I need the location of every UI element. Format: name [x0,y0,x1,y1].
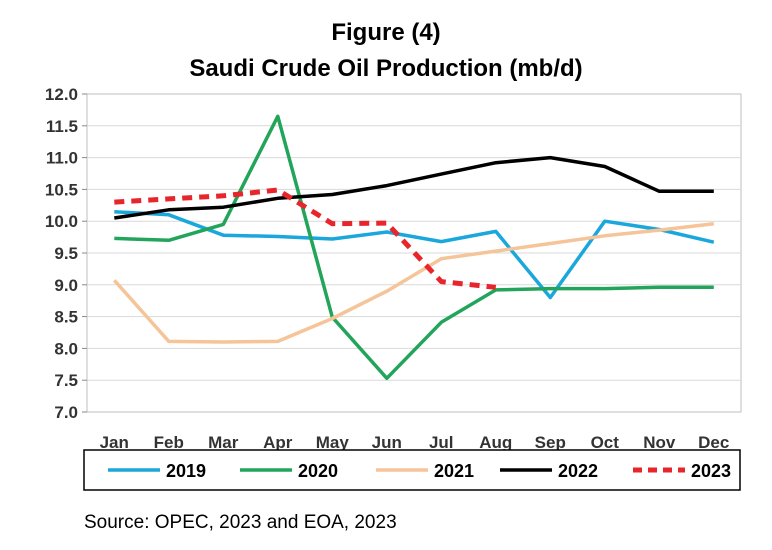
series-line-2019 [114,209,715,300]
x-tick-label: Jan [100,433,129,452]
y-tick-label: 7.0 [54,403,78,422]
y-tick-label: 10.0 [45,212,78,231]
y-tick-label: 10.5 [45,180,78,199]
chart-subtitle: Saudi Crude Oil Production (mb/d) [189,55,583,82]
legend-label-2021: 2021 [434,461,474,481]
series-line-2021 [112,221,715,344]
y-tick-label: 11.0 [46,149,78,168]
y-tick-label: 9.5 [54,244,78,263]
y-tick-label: 8.5 [54,308,78,327]
source-note: Source: OPEC, 2023 and EOA, 2023 [84,512,397,533]
series-line-2022 [114,155,714,220]
x-tick-label: Sep [535,433,566,452]
x-tick-label: Oct [591,433,620,452]
y-tick-label: 8.0 [54,339,78,358]
x-tick-label: Dec [698,433,729,452]
series-line-2020 [114,114,714,381]
x-tick-label: Jul [429,433,454,452]
chart-title: Figure (4) [331,19,441,46]
legend-label-2019: 2019 [166,461,206,481]
x-tick-label: May [316,433,350,452]
legend-label-2023: 2023 [691,461,731,481]
legend-label-2020: 2020 [298,461,338,481]
legend-label-2022: 2022 [558,461,598,481]
x-tick-label: Mar [208,433,239,452]
series-line-2023 [114,187,497,290]
x-tick-label: Apr [263,433,293,452]
x-tick-label: Nov [643,433,676,452]
x-tick-label: Jun [372,433,402,452]
y-tick-label: 9.0 [54,276,78,295]
x-tick-label: Aug [479,433,512,452]
x-tick-label: Feb [154,433,184,452]
y-tick-label: 7.5 [54,371,78,390]
y-tick-label: 12.0 [45,85,78,104]
y-tick-label: 11.5 [46,117,78,136]
